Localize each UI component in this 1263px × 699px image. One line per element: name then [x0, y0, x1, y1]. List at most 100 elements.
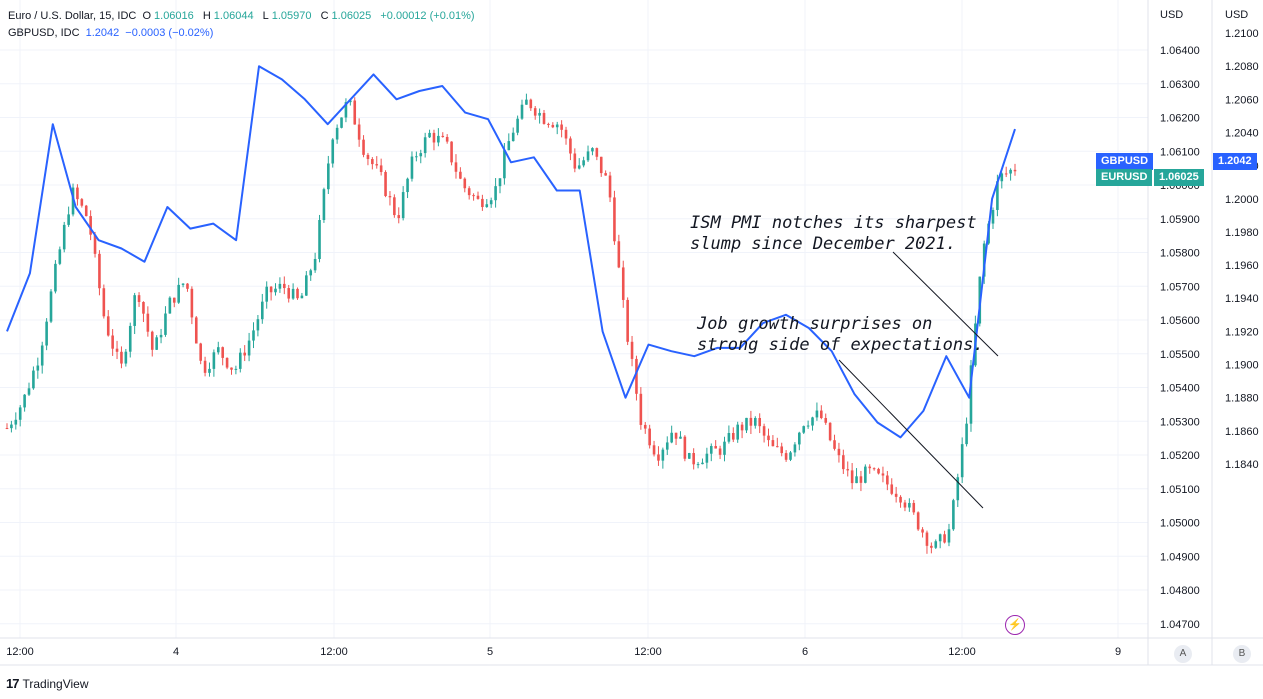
right-tick-label: 1.1920: [1225, 326, 1259, 338]
candle-body: [776, 446, 779, 448]
x-tick-label: 12:00: [6, 646, 34, 658]
candle-body: [529, 99, 533, 109]
candle-body: [89, 216, 92, 235]
candle-body: [40, 345, 44, 366]
candle-body: [445, 136, 449, 142]
candle-body: [780, 446, 784, 454]
candle-body: [432, 132, 436, 143]
ism-pointer-line: [892, 251, 999, 357]
candle-body: [159, 334, 163, 338]
candle-body: [340, 117, 343, 128]
candle-body: [428, 132, 431, 138]
candle-body: [582, 160, 585, 166]
candle-body: [199, 343, 202, 361]
candle-body: [560, 124, 563, 130]
x-tick-label: 12:00: [320, 646, 348, 658]
high-value: 1.06044: [213, 10, 254, 22]
candle-body: [789, 452, 792, 460]
candle-body: [243, 352, 246, 356]
candle-body: [423, 137, 427, 154]
candle-body: [406, 178, 409, 193]
right-tick-label: 1.1900: [1225, 360, 1259, 372]
candle-body: [837, 448, 841, 456]
candle-body: [93, 234, 97, 254]
left-tick-label: 1.05700: [1160, 281, 1200, 293]
candle-body: [828, 422, 832, 441]
candle-body: [441, 135, 445, 137]
candle-body: [467, 188, 471, 196]
candle-body: [921, 529, 924, 533]
candle-body: [150, 331, 154, 350]
candle-body: [525, 99, 528, 105]
candle-body: [247, 340, 251, 356]
candle-body: [309, 270, 313, 276]
candle-body: [692, 452, 695, 465]
candle-body: [811, 417, 814, 426]
candle-body: [687, 452, 691, 459]
candle-body: [595, 148, 599, 157]
left-tick-label: 1.04900: [1160, 551, 1200, 563]
candle-body: [84, 205, 88, 217]
left-tick-label: 1.06400: [1160, 45, 1200, 57]
candle-body: [450, 141, 453, 163]
candle-body: [137, 295, 141, 302]
candle-body: [850, 470, 854, 484]
candle-body: [485, 204, 489, 208]
left-tick-label: 1.05500: [1160, 349, 1200, 361]
candle-body: [54, 263, 57, 292]
candle-body: [859, 476, 863, 483]
candle-body: [758, 418, 761, 427]
left-tick-label: 1.06100: [1160, 146, 1200, 158]
tradingview-logo[interactable]: 17 TradingView: [6, 676, 89, 691]
overlay-value: 1.2042: [85, 27, 120, 39]
candle-body: [335, 127, 339, 140]
candle-body: [437, 135, 440, 143]
candle-body: [322, 189, 326, 221]
candle-body: [745, 417, 748, 431]
candle-body: [753, 418, 757, 426]
candle-body: [516, 118, 519, 133]
jobs-line-1: Job growth surprises on: [697, 314, 933, 334]
candle-body: [221, 347, 224, 358]
candle-body: [472, 195, 475, 197]
candle-body: [32, 370, 35, 389]
scale-b-button[interactable]: B: [1233, 645, 1251, 663]
candle-body: [643, 424, 647, 429]
left-axis-unit: USD: [1160, 9, 1183, 21]
auto-scale-button[interactable]: A: [1174, 645, 1192, 663]
candle-body: [283, 283, 286, 289]
left-tick-label: 1.05300: [1160, 416, 1200, 428]
candle-body: [344, 102, 348, 118]
jobs-pointer-line: [838, 359, 984, 509]
candle-body: [564, 129, 568, 139]
lightning-icon[interactable]: ⚡: [1005, 615, 1025, 635]
candle-body: [102, 288, 106, 317]
candle-body: [591, 148, 594, 152]
eur-label-badge: EURUSD: [1096, 169, 1153, 186]
candle-body: [203, 360, 207, 373]
candle-body: [969, 365, 973, 424]
candle-body: [366, 154, 370, 160]
candle-body: [238, 352, 242, 369]
candle-body: [613, 197, 616, 242]
candle-body: [670, 432, 673, 443]
right-tick-label: 1.1940: [1225, 293, 1259, 305]
candle-body: [142, 301, 145, 314]
candle-body: [146, 313, 150, 332]
candle-body: [872, 468, 876, 470]
left-tick-label: 1.05100: [1160, 484, 1200, 496]
left-tick-label: 1.06200: [1160, 113, 1200, 125]
candle-body: [709, 446, 713, 454]
candle-body: [186, 283, 189, 289]
right-tick-label: 1.2000: [1225, 194, 1259, 206]
candle-body: [287, 288, 291, 299]
candle-body: [98, 253, 101, 289]
candle-body: [124, 351, 128, 364]
candle-body: [494, 186, 497, 201]
candle-body: [454, 162, 458, 172]
candle-body: [890, 484, 894, 494]
legend-title: Euro / U.S. Dollar, 15, IDC: [8, 10, 137, 22]
candle-body: [877, 468, 880, 474]
candle-body: [172, 297, 176, 303]
